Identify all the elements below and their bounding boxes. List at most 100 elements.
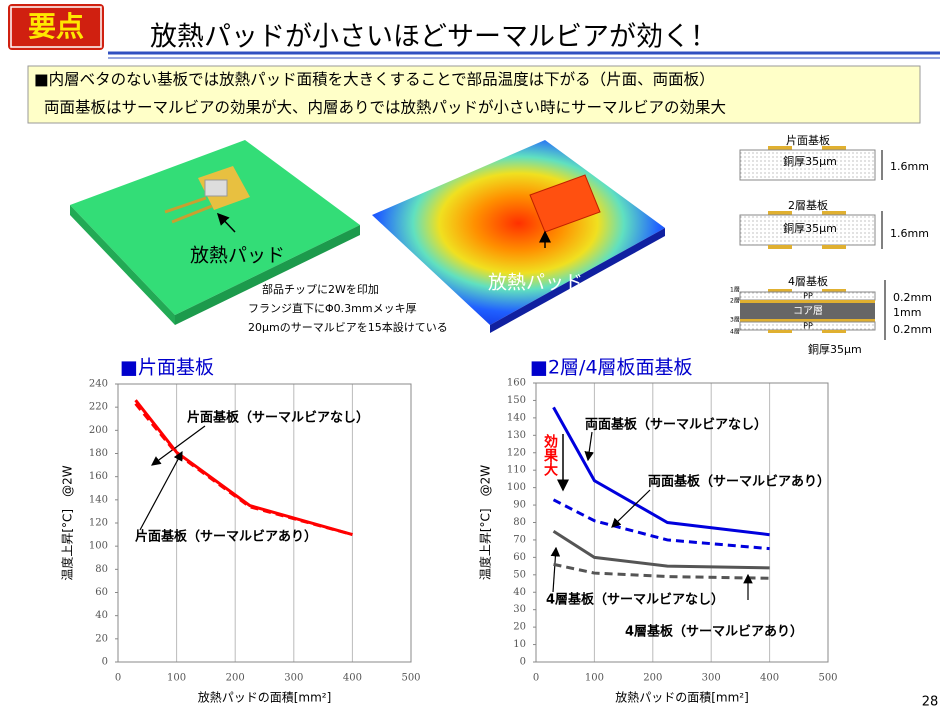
thermal-board <box>372 140 665 325</box>
y-tick-label: 110 <box>507 465 526 476</box>
badge-box <box>8 4 104 50</box>
y-tick-label: 40 <box>513 587 526 598</box>
copper <box>768 211 792 215</box>
series-line <box>553 562 770 580</box>
material: コア層 <box>793 305 823 317</box>
badge: 要点 <box>28 10 84 43</box>
layer-label: 2層 <box>730 298 740 305</box>
x-tick-label: 100 <box>167 673 186 684</box>
lead <box>164 196 207 214</box>
series-label: 4層基板（サーマルビアあり） <box>625 624 803 640</box>
chart-title: ■2層/4層板面基板 <box>530 357 693 379</box>
copper-label: 銅厚35μm <box>783 154 837 168</box>
board-side <box>70 205 175 325</box>
summary-box <box>27 65 921 124</box>
y-tick-label: 60 <box>513 552 526 563</box>
arrow <box>151 425 206 466</box>
y-tick-label: 140 <box>507 412 526 423</box>
material: PP <box>803 322 813 331</box>
plot-frame <box>117 383 412 663</box>
plot-frame <box>535 382 829 663</box>
pad-label: 放熱パッド <box>190 245 285 267</box>
y-axis-label: 温度上昇[°C] @2W <box>478 465 493 580</box>
y-tick-label: 100 <box>89 541 108 552</box>
note: フランジ直下にΦ0.3mmメッキ厚 <box>248 301 417 315</box>
y-tick-label: 240 <box>89 379 108 390</box>
y-tick-label: 30 <box>513 604 526 615</box>
thickness: 1.6mm <box>890 227 929 240</box>
y-tick-label: 0 <box>520 657 526 668</box>
y-tick-label: 140 <box>89 494 108 505</box>
y-tick-label: 50 <box>513 569 526 580</box>
y-tick-label: 180 <box>89 448 108 459</box>
x-tick-label: 300 <box>284 673 303 684</box>
y-tick-label: 70 <box>513 534 526 545</box>
summary-line: 両面基板はサーマルビアの効果が大、内層ありでは放熱パッドが小さい時にサーマルビア… <box>44 99 726 117</box>
copper <box>822 211 846 215</box>
summary-line: ■内層ベタのない基板では放熱パッド面積を大きくすることで部品温度は下がる（片面、… <box>34 71 715 89</box>
copper <box>740 300 875 303</box>
series-line <box>134 402 353 537</box>
thickness: 0.2mm <box>893 291 932 304</box>
copper <box>822 330 846 333</box>
copper <box>822 146 846 150</box>
stack-title: 4層基板 <box>788 274 828 288</box>
x-tick-label: 0 <box>533 673 539 684</box>
pp <box>739 321 876 331</box>
copper <box>822 289 846 292</box>
badge-border <box>10 6 102 48</box>
series-label: 片面基板（サーマルビアなし） <box>187 410 369 426</box>
y-tick-label: 80 <box>513 517 526 528</box>
material: PP <box>803 292 813 301</box>
note: 部品チップに2Wを印加 <box>262 282 379 296</box>
y-tick-label: 130 <box>507 430 526 441</box>
x-tick-label: 300 <box>702 673 721 684</box>
chip <box>204 179 228 197</box>
arrow <box>139 450 183 531</box>
y-tick-label: 150 <box>507 395 526 406</box>
layer-label: 1層 <box>730 287 740 294</box>
y-tick-label: 160 <box>89 471 108 482</box>
copper-label: 銅厚35μm <box>783 221 837 235</box>
substrate <box>739 214 876 246</box>
copper <box>768 330 792 333</box>
y-tick-label: 90 <box>513 500 526 511</box>
lead <box>171 204 213 224</box>
y-tick-label: 80 <box>95 564 108 575</box>
series-line <box>552 498 770 551</box>
y-tick-label: 120 <box>507 447 526 458</box>
pad-label: 放熱パッド <box>488 272 583 294</box>
y-tick-label: 40 <box>95 610 108 621</box>
arrow <box>550 546 561 593</box>
x-tick-label: 500 <box>818 673 837 684</box>
y-tick-label: 20 <box>513 622 526 633</box>
slide-title: 放熱パッドが小さいほどサーマルビアが効く！ <box>150 22 717 53</box>
y-tick-label: 120 <box>89 518 108 529</box>
series-line <box>552 406 770 537</box>
x-axis-label: 放熱パッドの面積[mm²] <box>198 690 332 705</box>
thickness: 0.2mm <box>893 323 932 336</box>
x-axis-label: 放熱パッドの面積[mm²] <box>615 690 749 705</box>
layer-label: 3層 <box>730 317 740 324</box>
copper <box>768 146 792 150</box>
page-number: 28 <box>922 695 939 710</box>
y-tick-label: 60 <box>95 587 108 598</box>
copper <box>768 289 792 292</box>
substrate <box>739 149 876 181</box>
copper <box>768 245 792 249</box>
arrow <box>216 212 236 233</box>
copper <box>740 319 875 322</box>
core <box>740 303 875 319</box>
y-axis-label: 温度上昇[°C] @2W <box>60 465 75 580</box>
copper-label: 銅厚35μm <box>808 342 862 356</box>
y-tick-label: 100 <box>507 482 526 493</box>
chart-title: ■片面基板 <box>120 357 214 379</box>
arrow <box>611 489 651 528</box>
series-label: 両面基板（サーマルビアなし） <box>585 417 767 433</box>
arrow <box>584 431 594 462</box>
note: 20μmのサーマルビアを15本設けている <box>248 320 448 334</box>
y-tick-label: 200 <box>89 425 108 436</box>
x-tick-label: 100 <box>585 673 604 684</box>
series-label: 片面基板（サーマルビアあり） <box>135 529 317 545</box>
